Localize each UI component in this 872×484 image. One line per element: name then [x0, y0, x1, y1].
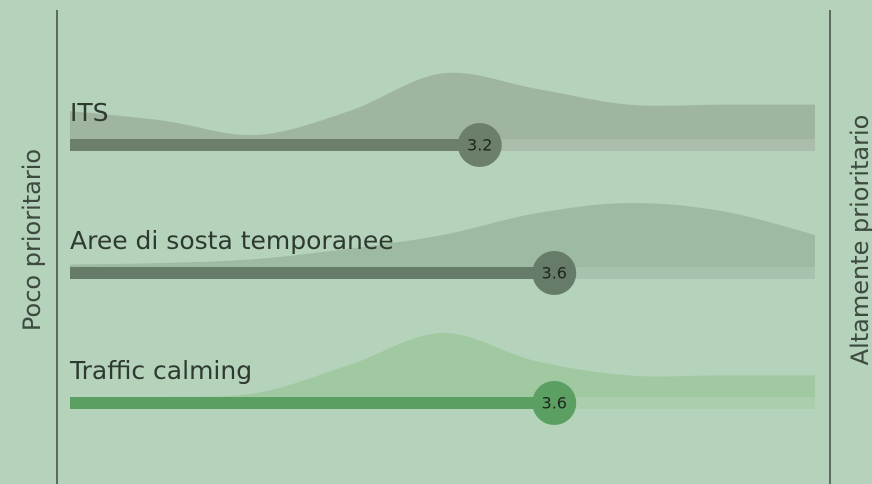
density-shape: [70, 72, 815, 151]
right-label: Altamente prioritario: [846, 115, 872, 366]
density-shape: [70, 202, 815, 279]
value-dot: [532, 381, 577, 425]
value-label: 3.6: [542, 264, 567, 283]
value-dot: [532, 251, 577, 295]
value-label: 3.6: [542, 394, 567, 413]
bar: [70, 139, 480, 151]
density-shape: [70, 332, 815, 409]
value-dot: [457, 123, 502, 167]
bar: [70, 397, 555, 409]
category-label: Traffic calming: [69, 356, 252, 385]
bar: [70, 267, 555, 279]
category-label: ITS: [70, 98, 109, 127]
category-label: Aree di sosta temporanee: [70, 226, 394, 255]
left-label: Poco prioritario: [18, 149, 46, 331]
value-label: 3.2: [467, 136, 492, 155]
